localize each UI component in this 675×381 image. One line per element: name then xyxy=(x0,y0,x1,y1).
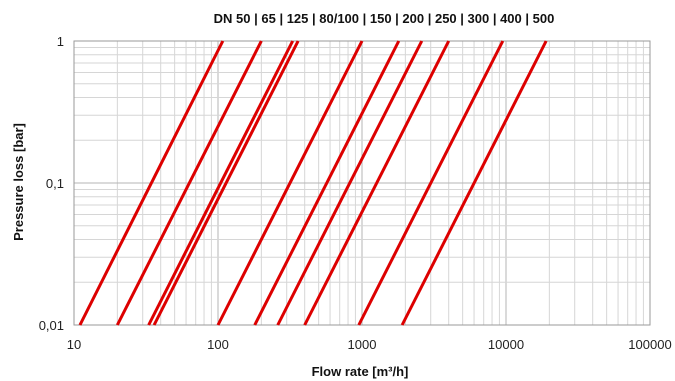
series-line-10 xyxy=(400,40,548,326)
y-axis-title: Pressure loss [bar] xyxy=(11,123,26,241)
chart-title: DN 50 | 65 | 125 | 80/100 | 150 | 200 | … xyxy=(214,11,555,26)
tick-labels: 10 100 1000 10000 100000 0,01 0,1 1 xyxy=(39,34,672,352)
x-tick-label: 100 xyxy=(207,337,229,352)
series-lines xyxy=(78,40,548,326)
series-line-4 xyxy=(152,40,300,326)
series-line-3 xyxy=(147,40,295,326)
series-line-8 xyxy=(303,40,451,326)
series-line-1 xyxy=(78,40,225,326)
series-line-7 xyxy=(276,40,424,326)
x-axis-title: Flow rate [m³/h] xyxy=(312,364,409,379)
x-tick-label: 10 xyxy=(67,337,81,352)
series-line-9 xyxy=(357,40,505,326)
x-tick-label: 100000 xyxy=(628,337,671,352)
series-line-2 xyxy=(116,40,263,326)
series-line-5 xyxy=(216,40,364,326)
grid xyxy=(73,41,650,326)
y-tick-label: 0,1 xyxy=(46,176,64,191)
x-tick-label: 1000 xyxy=(348,337,377,352)
x-tick-label: 10000 xyxy=(488,337,524,352)
series-line-6 xyxy=(253,40,401,326)
y-tick-label: 1 xyxy=(57,34,64,49)
y-tick-label: 0,01 xyxy=(39,318,64,333)
